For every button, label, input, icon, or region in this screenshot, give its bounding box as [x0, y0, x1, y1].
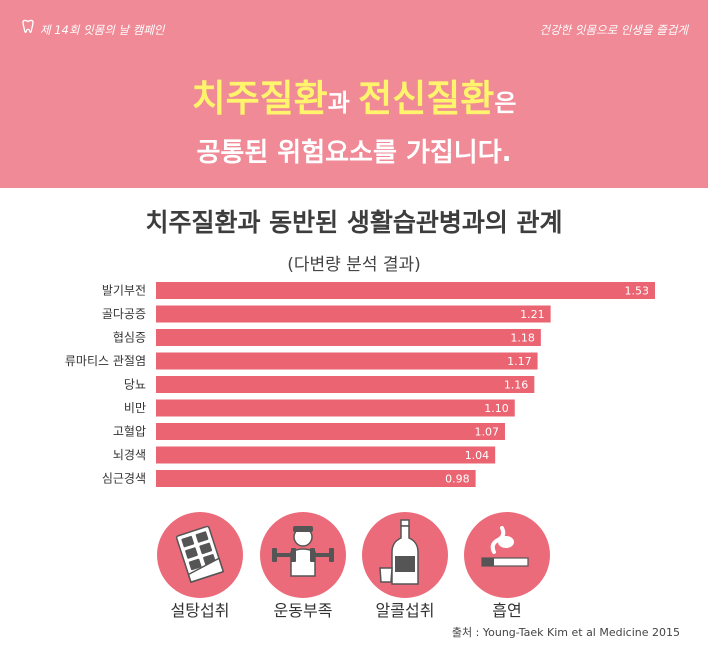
top-bar: 제 14회 잇몸의 날 캠페인 건강한 잇몸으로 인생을 즐겁게: [0, 0, 708, 40]
value-label: 1.04: [465, 449, 490, 462]
category-label: 골다공증: [102, 307, 146, 321]
alcohol-intake-circle: [362, 512, 448, 598]
tooth-icon: [22, 19, 34, 33]
bar: [156, 329, 541, 346]
chart-title: 치주질환과 동반된 생활습관병과의 관계: [145, 208, 563, 237]
headline-systemic: 전신질환: [358, 77, 495, 120]
bar: [156, 470, 476, 487]
bar: [156, 423, 505, 440]
alcohol-bottle-icon: [379, 519, 419, 585]
bar: [156, 446, 496, 464]
category-label: 뇌경색: [113, 448, 146, 462]
bar: [156, 352, 538, 370]
sugar-intake-circle: [157, 512, 243, 598]
bar: [156, 399, 515, 417]
category-label: 류마티스 관절염: [65, 354, 146, 368]
chocolate-bar-icon: [175, 525, 225, 584]
category-label: 비만: [124, 401, 146, 415]
category-label: 심근경색: [102, 472, 146, 486]
value-label: 1.07: [474, 426, 499, 439]
hero-banner: 제 14회 잇몸의 날 캠페인 건강한 잇몸으로 인생을 즐겁게 치주질환과 전…: [0, 0, 708, 188]
campaign-title: 제 14회 잇몸의 날 캠페인: [40, 23, 165, 37]
headline-particle: 은: [494, 89, 517, 117]
category-label: 발기부전: [102, 284, 146, 298]
source-citation: 출처 : Young-Taek Kim et al Medicine 2015: [451, 626, 680, 639]
category-label: 협심증: [113, 331, 146, 345]
value-label: 1.10: [484, 402, 509, 415]
bar: [156, 305, 551, 323]
category-label: 고혈압: [113, 425, 146, 439]
chart-subtitle: (다변량 분석 결과): [287, 255, 421, 275]
value-label: 1.17: [507, 355, 532, 368]
risk-label-exercise: 운동부족: [273, 601, 333, 620]
bar: [156, 282, 655, 299]
value-label: 1.53: [625, 285, 650, 298]
value-label: 1.21: [520, 308, 545, 321]
headline-line-1: 치주질환과 전신질환은: [0, 68, 708, 122]
exercise-lack-circle: [260, 512, 346, 598]
dumbbell-person-icon: [272, 526, 334, 577]
headline-periodontal: 치주질환: [191, 77, 328, 120]
smoking-circle: [464, 512, 550, 598]
value-label: 1.18: [510, 332, 535, 345]
bar-chart: 발기부전 1.53 골다공증 1.21 협심증 1.18 류마티스 관절염 1.17 당뇨 1.1…: [65, 282, 655, 487]
bar: [156, 376, 535, 393]
risk-label-smoking: 흡연: [492, 601, 522, 620]
value-label: 1.16: [504, 379, 529, 392]
risk-label-alcohol: 알콜섭취: [375, 601, 435, 620]
risk-label-sugar: 설탕섭취: [170, 601, 230, 620]
campaign-slogan: 건강한 잇몸으로 인생을 즐겁게: [539, 23, 688, 37]
headline-connector: 과: [327, 89, 359, 117]
value-label: 0.98: [445, 473, 470, 486]
cigarette-icon: [481, 526, 529, 567]
headline-line-2: 공통된 위험요소를 가집니다.: [196, 138, 512, 168]
category-label: 당뇨: [124, 378, 146, 392]
